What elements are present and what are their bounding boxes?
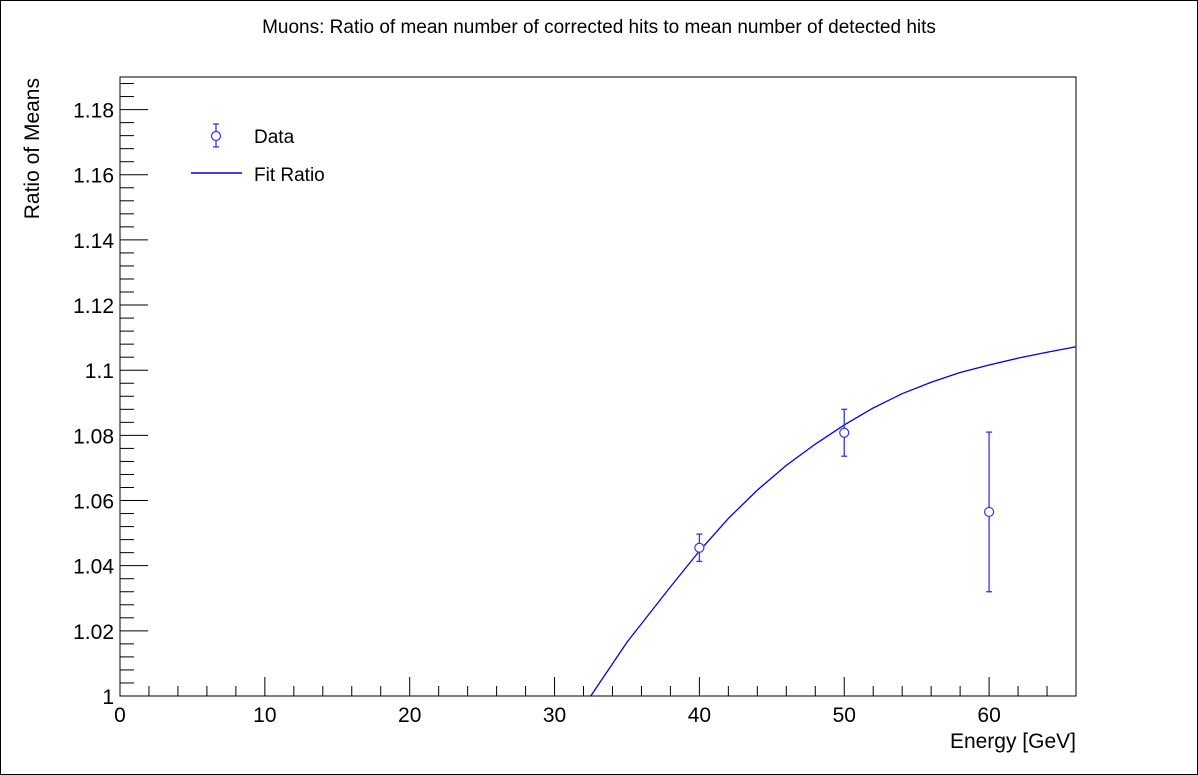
x-axis-label: Energy [GeV] (950, 730, 1076, 753)
fit-ratio-line (590, 346, 1077, 697)
y-axis-label: Ratio of Means (21, 78, 44, 219)
plot-frame (119, 76, 1077, 697)
y-tick-label: 1.1 (85, 360, 114, 383)
y-tick-label: 1.04 (73, 556, 114, 579)
legend-data-marker (210, 123, 222, 148)
x-axis-tick-labels: 0 10 20 30 40 50 60 (114, 704, 1001, 727)
legend-marker-circle (210, 130, 222, 142)
data-point (839, 408, 850, 457)
y-tick-label: 1.08 (73, 425, 114, 448)
x-tick-label: 30 (543, 704, 566, 727)
data-marker (839, 427, 850, 438)
y-tick-label: 1.12 (73, 295, 114, 318)
chart-title: Muons: Ratio of mean number of corrected… (262, 17, 936, 38)
legend-data-label: Data (254, 127, 295, 148)
data-point (694, 533, 705, 563)
y-tick-label: 1.14 (73, 230, 114, 253)
data-marker (694, 542, 705, 553)
x-tick-label: 40 (688, 704, 711, 727)
y-tick-label: 1.16 (73, 165, 114, 188)
x-tick-label: 0 (114, 704, 126, 727)
data-marker (983, 506, 995, 518)
x-tick-label: 50 (833, 704, 856, 727)
x-tick-label: 20 (398, 704, 421, 727)
y-axis-tick-labels: 1 1.02 1.04 1.06 1.08 1.1 1.12 1.14 1.16 1.18 (73, 100, 114, 709)
data-points (694, 408, 995, 593)
data-point (983, 431, 995, 593)
x-axis-ticks (119, 677, 1077, 696)
legend-fit-label: Fit Ratio (254, 165, 325, 186)
y-tick-label: 1.18 (73, 100, 114, 123)
y-tick-label: 1 (102, 686, 114, 709)
y-tick-label: 1.02 (73, 621, 114, 644)
y-tick-label: 1.06 (73, 491, 114, 514)
y-axis-ticks (120, 83, 148, 697)
legend: Data Fit Ratio (191, 123, 325, 186)
x-tick-label: 60 (977, 704, 1000, 727)
x-tick-label: 10 (253, 704, 276, 727)
